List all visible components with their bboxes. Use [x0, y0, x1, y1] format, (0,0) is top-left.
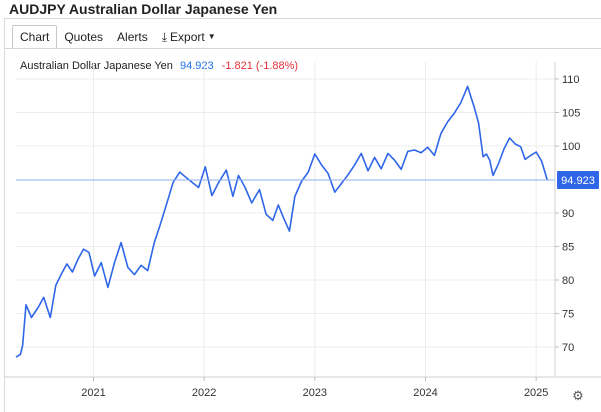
x-tick-label: 2023 — [303, 387, 327, 399]
x-tick-label: 2021 — [81, 387, 105, 399]
tab-export-label: Export — [170, 30, 205, 44]
y-tick-label: 75 — [562, 309, 574, 321]
x-tick-label: 2024 — [413, 387, 437, 399]
legend-price: 94.923 — [179, 60, 214, 72]
legend-change: -1.821 (-1.88%) — [221, 60, 299, 72]
tab-alerts[interactable]: Alerts — [117, 30, 148, 44]
tab-export[interactable]: ⤓ Export ▼ — [155, 26, 223, 48]
last-price-marker: 94.923 — [16, 171, 599, 190]
y-tick-label: 90 — [562, 208, 574, 220]
y-tick-label: 70 — [562, 342, 574, 354]
chart-series — [15, 85, 549, 358]
last-price-badge — [557, 171, 599, 190]
y-tick-label: 110 — [562, 74, 580, 86]
tab-divider — [4, 48, 601, 49]
legend-series-name: Australian Dollar Japanese Yen — [20, 60, 173, 72]
y-tick-label: 105 — [562, 108, 580, 120]
chart-panel — [4, 18, 601, 412]
x-tick-label: 2025 — [524, 387, 548, 399]
y-tick-label: 85 — [562, 242, 574, 254]
gear-icon[interactable]: ⚙ — [572, 388, 584, 403]
chart-grid — [16, 62, 555, 377]
tab-quotes[interactable]: Quotes — [64, 30, 104, 44]
tab-bar: Chart Quotes Alerts ⤓ Export ▼ — [12, 25, 223, 49]
x-tick-label: 2022 — [192, 387, 216, 399]
page-title: AUDJPY Australian Dollar Japanese Yen — [9, 1, 278, 17]
chevron-down-icon: ▼ — [207, 32, 216, 41]
y-tick-label: 100 — [562, 141, 580, 153]
y-tick-label: 80 — [562, 275, 574, 287]
last-price-label: 94.923 — [561, 175, 595, 187]
chart-axes: 70 75 80 85 90 100 105 110 2021 2022 2023 2024 2025 — [4, 62, 601, 399]
series-line — [15, 85, 549, 358]
chart-legend: Australian Dollar Japanese Yen 94.923 -1… — [20, 60, 298, 72]
download-icon: ⤓ — [161, 30, 168, 44]
